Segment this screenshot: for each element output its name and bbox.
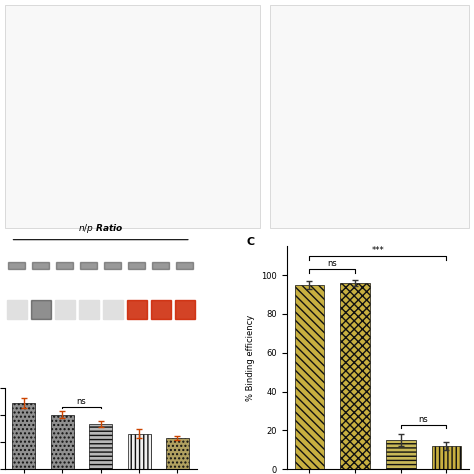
Bar: [56, 262, 73, 269]
Bar: [152, 262, 169, 269]
Bar: [32, 262, 49, 269]
Bar: [386, 440, 416, 469]
Bar: [340, 283, 370, 469]
Text: 0.12: 0.12: [178, 252, 191, 257]
Bar: [79, 300, 99, 319]
Bar: [127, 300, 146, 319]
Bar: [166, 438, 189, 469]
Bar: [294, 285, 324, 469]
FancyBboxPatch shape: [5, 5, 260, 228]
Text: C: C: [246, 237, 255, 247]
Bar: [103, 300, 123, 319]
Text: ***: ***: [372, 246, 384, 255]
Bar: [151, 300, 171, 319]
Bar: [174, 300, 195, 319]
Bar: [31, 300, 51, 319]
Text: ns: ns: [419, 415, 428, 424]
Bar: [80, 262, 97, 269]
Text: ns: ns: [77, 398, 86, 407]
Text: 1$^c$: 1$^c$: [13, 252, 21, 260]
Bar: [8, 262, 26, 269]
FancyBboxPatch shape: [270, 5, 469, 228]
Bar: [104, 262, 121, 269]
Text: 0.25$^c$: 0.25$^c$: [104, 252, 121, 260]
Text: ns: ns: [328, 259, 337, 268]
Bar: [431, 446, 461, 469]
Text: $n/p$ Ratio: $n/p$ Ratio: [78, 222, 124, 235]
Bar: [176, 262, 193, 269]
Text: 0.5$^c$: 0.5$^c$: [58, 252, 72, 260]
Text: 0.25: 0.25: [130, 252, 143, 257]
Bar: [128, 262, 146, 269]
Bar: [7, 300, 27, 319]
Bar: [89, 424, 112, 469]
Text: 1: 1: [39, 252, 43, 257]
Text: 0.5: 0.5: [84, 252, 93, 257]
Bar: [51, 415, 74, 469]
Bar: [55, 300, 75, 319]
Text: 0.12$^c$: 0.12$^c$: [152, 252, 169, 260]
Y-axis label: % Binding efficiency: % Binding efficiency: [246, 314, 255, 401]
Bar: [12, 403, 36, 469]
Bar: [128, 434, 151, 469]
